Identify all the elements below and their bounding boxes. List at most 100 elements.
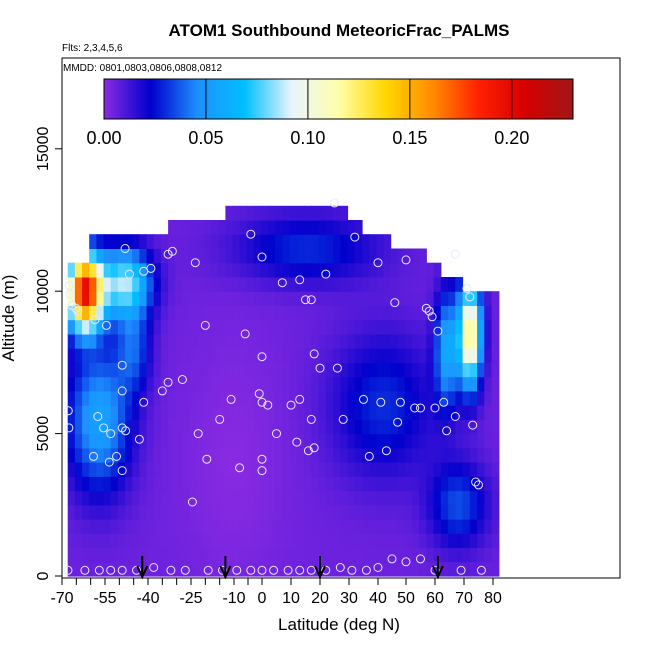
heatmap-cell bbox=[333, 248, 341, 264]
heatmap-cell bbox=[296, 504, 305, 520]
heatmap-cell bbox=[96, 447, 105, 463]
heatmap-cell bbox=[376, 362, 385, 378]
heatmap-cell bbox=[484, 462, 493, 477]
heatmap-cell bbox=[325, 533, 334, 549]
heatmap-cell bbox=[419, 533, 427, 549]
heatmap-cell bbox=[304, 333, 312, 349]
heatmap-cell bbox=[74, 390, 83, 406]
heatmap-cell bbox=[132, 277, 140, 292]
heatmap-cell bbox=[89, 533, 97, 549]
heatmap-cell bbox=[304, 205, 312, 221]
heatmap-cell bbox=[203, 234, 212, 249]
heatmap-cell bbox=[426, 462, 435, 477]
heatmap-cell bbox=[253, 277, 262, 292]
heatmap-cell bbox=[440, 490, 449, 506]
heatmap-cell bbox=[239, 234, 248, 249]
heatmap-cell bbox=[260, 447, 269, 463]
heatmap-cell bbox=[160, 433, 169, 449]
heatmap-cell bbox=[275, 419, 283, 435]
heatmap-cell bbox=[397, 447, 406, 463]
heatmap-cell bbox=[347, 547, 356, 563]
sample-point bbox=[476, 565, 486, 575]
heatmap-cell bbox=[411, 447, 420, 463]
heatmap-cell bbox=[304, 248, 312, 264]
heatmap-cell bbox=[362, 405, 370, 420]
sample-point bbox=[226, 394, 236, 404]
heatmap-cell bbox=[125, 319, 133, 335]
heatmap-cell bbox=[225, 305, 234, 321]
heatmap-cell bbox=[311, 333, 320, 349]
heatmap-cell bbox=[376, 277, 385, 292]
heatmap-cell bbox=[211, 362, 219, 378]
heatmap-cell bbox=[419, 419, 427, 435]
heatmap-cell bbox=[404, 504, 413, 520]
sample-point bbox=[283, 565, 293, 575]
heatmap-cell bbox=[325, 390, 334, 406]
heatmap-cell bbox=[362, 462, 370, 477]
heatmap-cell bbox=[419, 561, 427, 577]
colorbar-ticks: 0.00 0.05 0.10 0.15 0.20 bbox=[86, 79, 529, 148]
sample-point bbox=[134, 434, 144, 444]
heatmap-cell bbox=[246, 490, 255, 506]
heatmap-cell bbox=[296, 561, 305, 577]
heatmap-cell bbox=[260, 390, 269, 406]
heatmap-cell bbox=[318, 291, 327, 306]
heatmap-cell bbox=[411, 462, 420, 477]
heatmap-cell bbox=[139, 490, 148, 506]
heatmap-cell bbox=[260, 504, 269, 520]
heatmap-cell bbox=[333, 376, 341, 392]
heatmap-cell bbox=[153, 291, 162, 306]
heatmap-cell bbox=[347, 561, 356, 577]
heatmap-cell bbox=[347, 390, 356, 406]
heatmap-cell bbox=[96, 533, 105, 549]
heatmap-cell bbox=[362, 262, 370, 278]
heatmap-cell bbox=[175, 348, 183, 363]
heatmap-cell bbox=[440, 277, 449, 292]
heatmap-cell bbox=[347, 319, 356, 335]
sample-point bbox=[390, 298, 400, 308]
heatmap-cell bbox=[246, 376, 255, 392]
heatmap-cell bbox=[260, 262, 269, 278]
heatmap-cell bbox=[232, 262, 241, 278]
heatmap-cell bbox=[289, 504, 298, 520]
heatmap-cell bbox=[117, 390, 126, 406]
heatmap-cell bbox=[110, 504, 119, 520]
heatmap-cell bbox=[260, 476, 269, 492]
heatmap-cell bbox=[484, 533, 493, 549]
sample-point bbox=[112, 451, 121, 461]
heatmap-cell bbox=[125, 305, 133, 321]
heatmap-cell bbox=[110, 433, 119, 449]
heatmap-cell bbox=[411, 348, 420, 363]
heatmap-cell bbox=[203, 248, 212, 264]
heatmap-cell bbox=[67, 291, 76, 306]
heatmap-cell bbox=[477, 533, 485, 549]
heatmap-cell bbox=[139, 234, 148, 249]
heatmap-cell bbox=[369, 348, 378, 363]
sample-point bbox=[64, 281, 74, 290]
heatmap-cell bbox=[139, 333, 148, 349]
heatmap-cell bbox=[117, 490, 126, 506]
heatmap-cell bbox=[267, 490, 276, 506]
heatmap-cell bbox=[110, 476, 119, 492]
heatmap-cell bbox=[132, 533, 140, 549]
heatmap-cell bbox=[139, 547, 148, 563]
heatmap-cell bbox=[289, 348, 298, 363]
sample-point bbox=[93, 412, 103, 421]
heatmap-cell bbox=[246, 390, 255, 406]
heatmap-cell bbox=[469, 533, 478, 549]
heatmap-cell bbox=[311, 490, 320, 506]
heatmap-cell bbox=[110, 234, 119, 249]
heatmap-cell bbox=[397, 262, 406, 278]
heatmap-cell bbox=[74, 433, 83, 449]
heatmap-cell bbox=[189, 333, 198, 349]
heatmap-cell bbox=[153, 504, 162, 520]
heatmap-cell bbox=[260, 220, 269, 235]
heatmap-cell bbox=[125, 234, 133, 249]
heatmap-cell bbox=[260, 305, 269, 321]
sample-point bbox=[335, 563, 345, 572]
heatmap-cell bbox=[82, 333, 90, 349]
heatmap-cell bbox=[462, 405, 471, 420]
heatmap-cell bbox=[275, 220, 283, 235]
heatmap-cell bbox=[168, 362, 176, 378]
heatmap-cell bbox=[218, 490, 226, 506]
